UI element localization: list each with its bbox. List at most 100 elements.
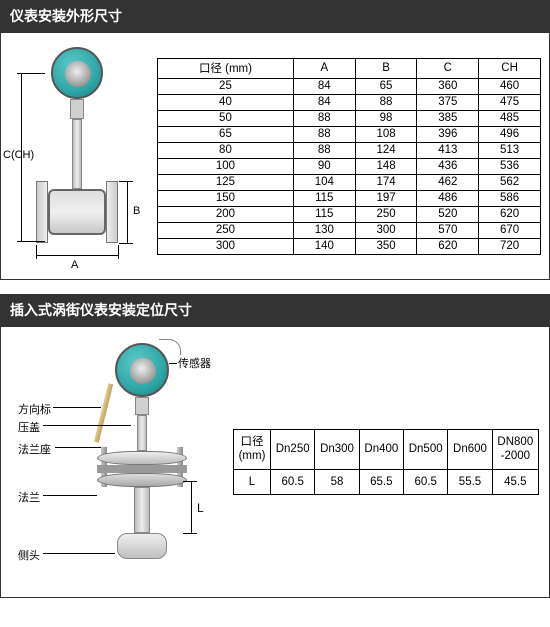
callout-flange-seat: 法兰座	[17, 441, 52, 457]
table1-cell: 65	[355, 78, 417, 94]
table-row: 508898385485	[158, 110, 541, 126]
table2-cell: L	[234, 470, 271, 495]
dim-line-L	[191, 481, 192, 533]
callout-line	[169, 363, 177, 364]
table2-header-cell: DN800-2000	[492, 429, 538, 470]
meter-diagram-2: 传感器 方向标 压盖 法兰座 法兰 侧头 L	[11, 337, 221, 587]
table1-cell: 360	[417, 78, 479, 94]
section1-title: 仪表安装外形尺寸	[0, 0, 550, 32]
section2-content: 传感器 方向标 压盖 法兰座 法兰 侧头 L 口径(mm)Dn250Dn300D…	[0, 326, 550, 598]
probe-shaft	[134, 487, 150, 533]
table-row: 8088124413513	[158, 142, 541, 158]
dim-label-A: A	[71, 259, 78, 271]
table-row: 408488375475	[158, 94, 541, 110]
flange-right	[106, 181, 118, 243]
dim-tick	[17, 73, 45, 74]
meter-diagram-1: C(CH) B A	[9, 41, 149, 271]
table1-cell: 130	[293, 222, 355, 238]
table1-cell: 536	[479, 158, 541, 174]
table1-cell: 50	[158, 110, 294, 126]
table1-cell: 436	[417, 158, 479, 174]
section-insert-dimensions: 插入式涡街仪表安装定位尺寸 传感器 方向标 压盖 法兰座 法兰	[0, 294, 550, 598]
sensor-head-icon	[51, 47, 103, 99]
dim-label-B: B	[133, 205, 140, 217]
callout-side-head: 侧头	[17, 547, 41, 563]
table1-cell: 396	[417, 126, 479, 142]
sensor-neck	[135, 397, 149, 415]
callout-flange: 法兰	[17, 489, 41, 505]
table1-cell: 108	[355, 126, 417, 142]
table-row: 10090148436536	[158, 158, 541, 174]
flange-bottom	[97, 473, 187, 487]
section-install-dimensions: 仪表安装外形尺寸 C(CH) B A 口径 (mm)ABCC	[0, 0, 550, 280]
sensor-neck	[70, 99, 84, 119]
table1-cell: 115	[293, 190, 355, 206]
table1-cell: 90	[293, 158, 355, 174]
table1-cell: 88	[293, 126, 355, 142]
table1-cell: 115	[293, 206, 355, 222]
table1-cell: 620	[479, 206, 541, 222]
table1-cell: 88	[293, 142, 355, 158]
dim-tick	[183, 481, 197, 482]
table1-cell: 25	[158, 78, 294, 94]
sensor-head-icon	[115, 343, 169, 397]
section2-title: 插入式涡街仪表安装定位尺寸	[0, 294, 550, 326]
table1-cell: 562	[479, 174, 541, 190]
table2-cell: 60.5	[271, 470, 315, 495]
table-row: 150115197486586	[158, 190, 541, 206]
table1-cell: 197	[355, 190, 417, 206]
table1-header-cell: A	[293, 58, 355, 78]
table1-cell: 98	[355, 110, 417, 126]
table2-header-cell: Dn250	[271, 429, 315, 470]
table1-cell: 475	[479, 94, 541, 110]
table1-cell: 84	[293, 94, 355, 110]
table2-header-cell: Dn400	[359, 429, 403, 470]
dim-tick	[36, 245, 37, 259]
table-row: 258465360460	[158, 78, 541, 94]
callout-line	[43, 495, 97, 496]
table1-cell: 174	[355, 174, 417, 190]
table1-cell: 300	[355, 222, 417, 238]
flange-gap	[97, 465, 187, 473]
callout-cap: 压盖	[17, 419, 41, 435]
dim-tick	[183, 533, 197, 534]
table-row: 250130300570670	[158, 222, 541, 238]
table2-header-cell: Dn300	[315, 429, 359, 470]
table-row: 125104174462562	[158, 174, 541, 190]
callout-line	[53, 407, 101, 408]
callout-line	[43, 553, 115, 554]
dimensions-table-2: 口径(mm)Dn250Dn300Dn400Dn500Dn600DN800-200…	[233, 429, 539, 496]
callout-sensor: 传感器	[177, 355, 212, 371]
callout-direction: 方向标	[17, 401, 52, 417]
dim-tick	[119, 181, 133, 182]
sensor-stem	[137, 415, 147, 451]
table1-cell: 250	[158, 222, 294, 238]
table1-cell: 413	[417, 142, 479, 158]
flange-top	[97, 451, 187, 465]
probe-tip	[117, 533, 167, 559]
table1-cell: 486	[417, 190, 479, 206]
table1-header-cell: B	[355, 58, 417, 78]
table1-cell: 496	[479, 126, 541, 142]
table-row: 6588108396496	[158, 126, 541, 142]
table1-cell: 462	[417, 174, 479, 190]
table1-header-cell: CH	[479, 58, 541, 78]
dim-tick	[17, 241, 45, 242]
table-row: L60.55865.560.555.545.5	[234, 470, 539, 495]
table2-cell: 55.5	[448, 470, 492, 495]
table1-cell: 300	[158, 238, 294, 254]
side-probe	[94, 383, 113, 442]
table1-cell: 200	[158, 206, 294, 222]
table1-cell: 88	[293, 110, 355, 126]
table1-cell: 65	[158, 126, 294, 142]
table1-cell: 150	[158, 190, 294, 206]
table1-cell: 125	[158, 174, 294, 190]
table2-cell: 45.5	[492, 470, 538, 495]
table1-cell: 104	[293, 174, 355, 190]
dim-label-L: L	[197, 501, 204, 515]
table2-cell: 65.5	[359, 470, 403, 495]
section1-content: C(CH) B A 口径 (mm)ABCCH 25846536046040848…	[0, 32, 550, 280]
table1-cell: 513	[479, 142, 541, 158]
callout-line	[43, 425, 131, 426]
table2-header-cell: 口径(mm)	[234, 429, 271, 470]
